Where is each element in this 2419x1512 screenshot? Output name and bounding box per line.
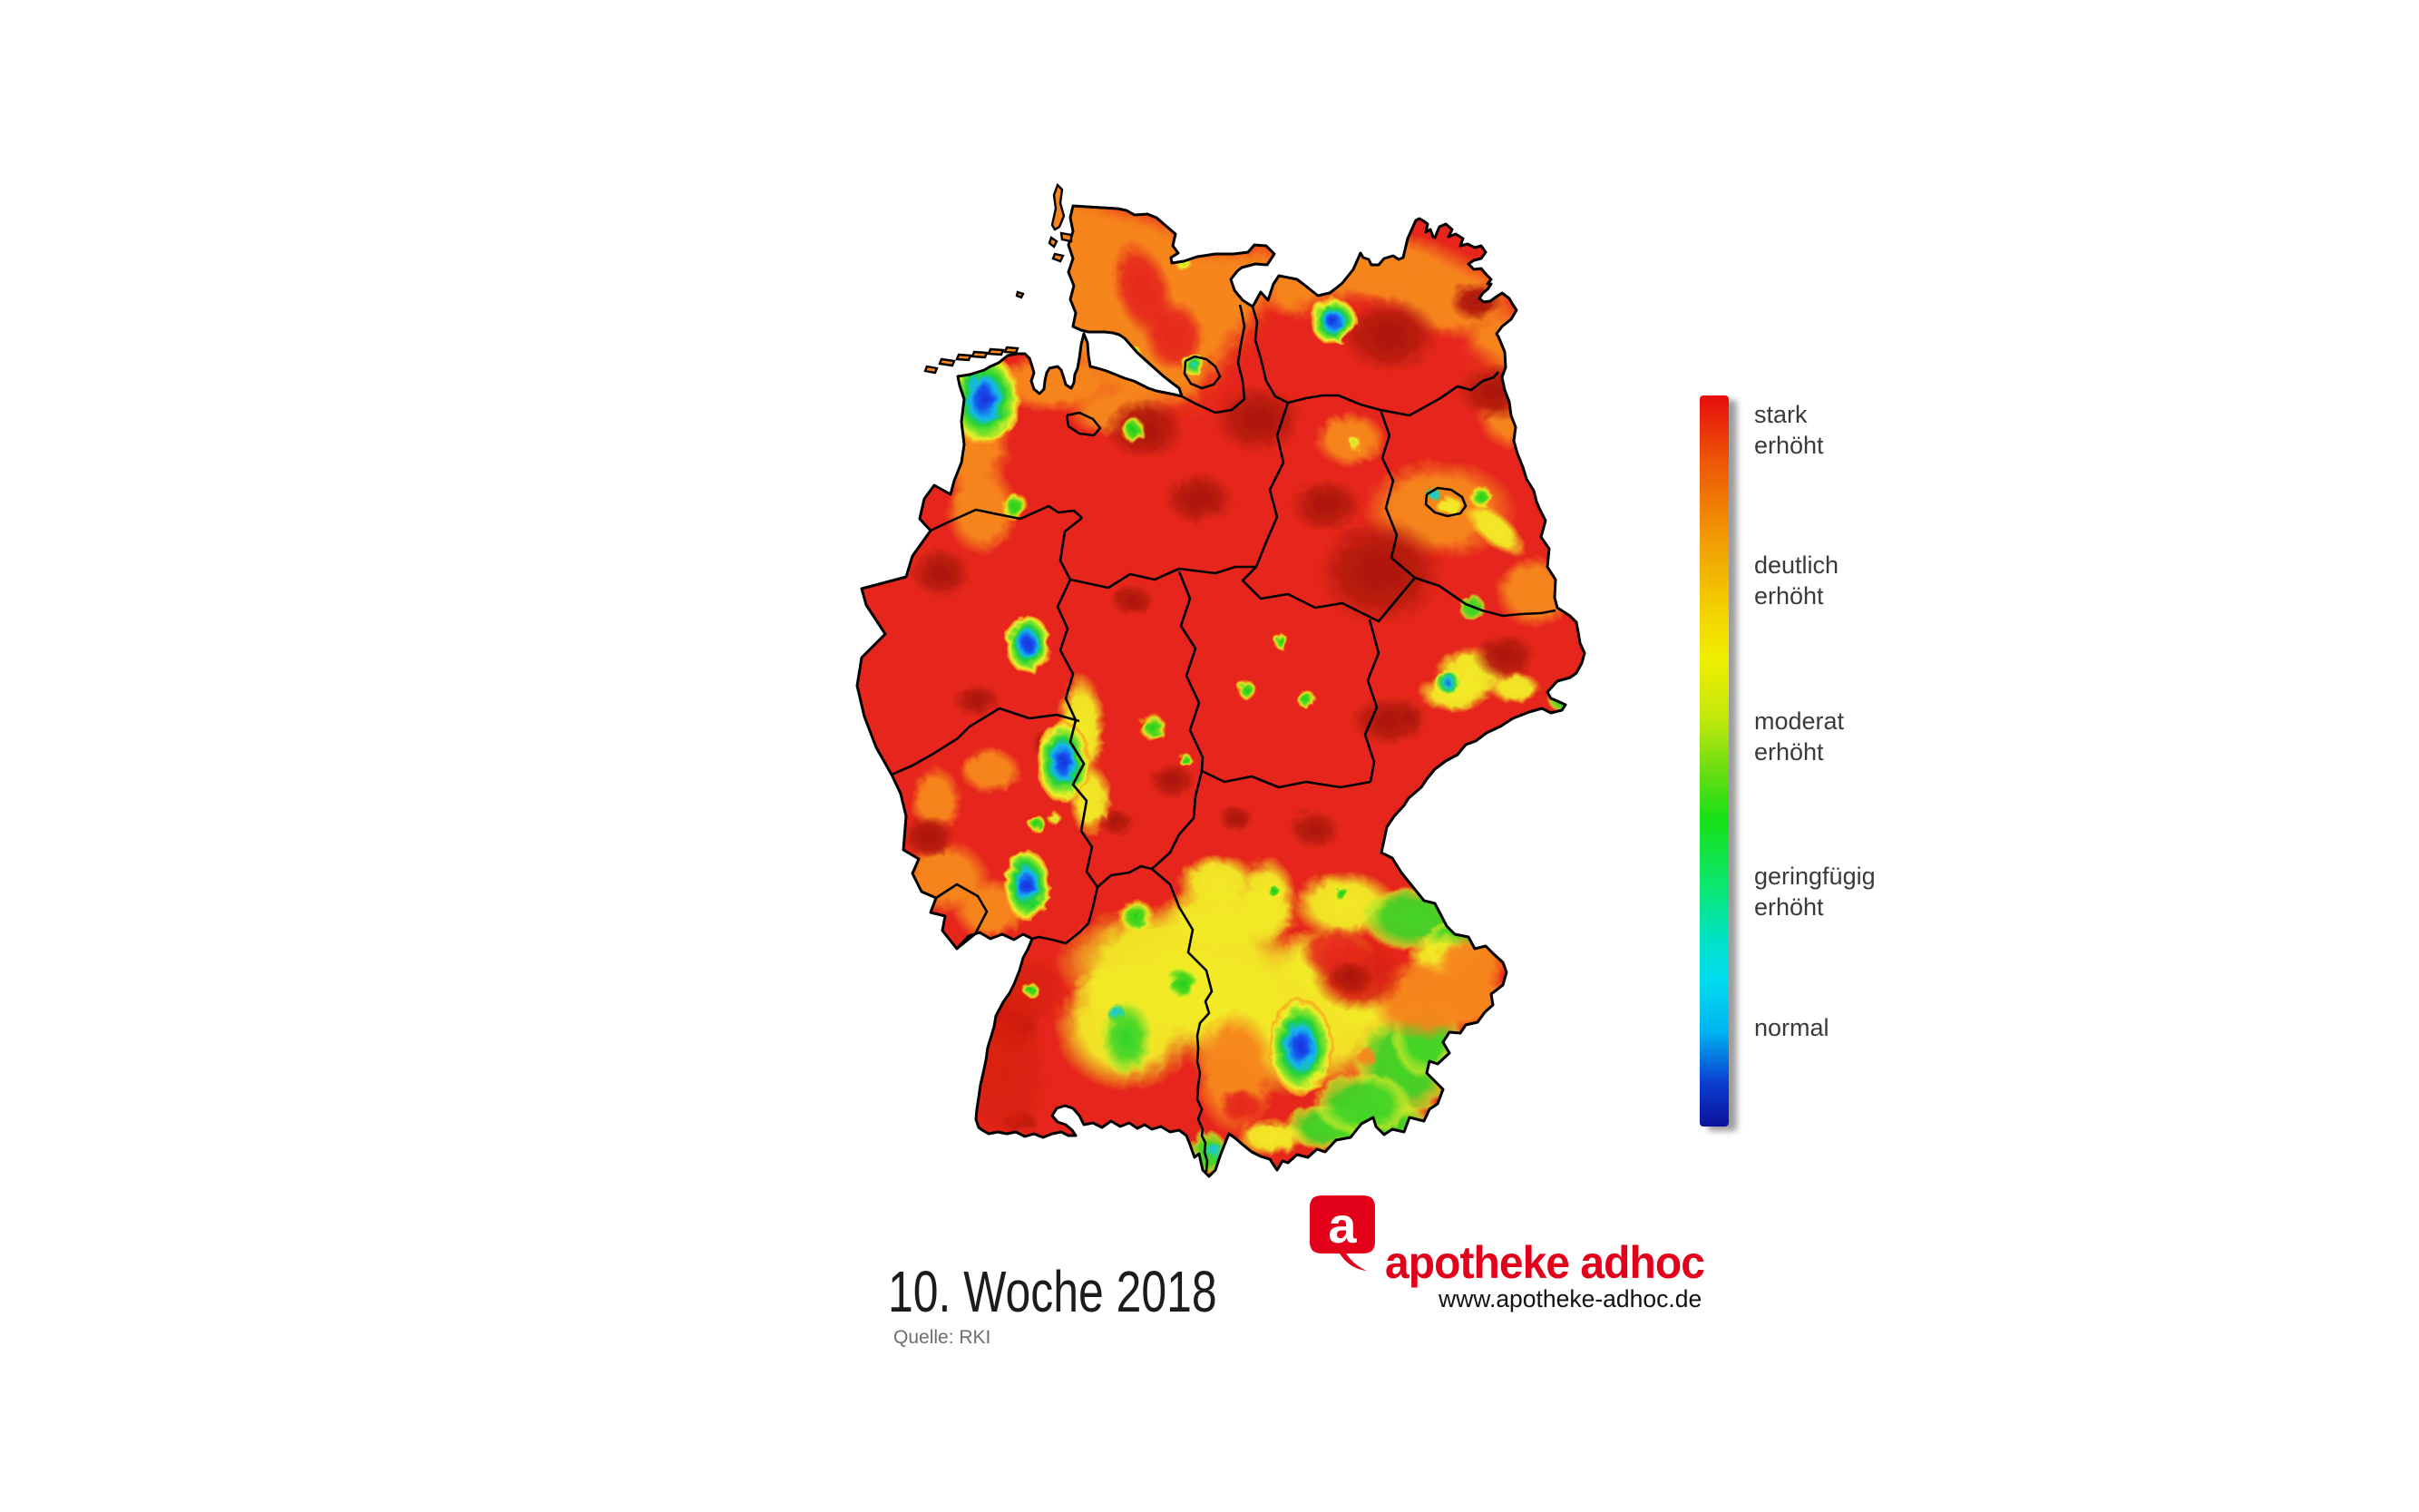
- svg-text:a: a: [1328, 1196, 1357, 1253]
